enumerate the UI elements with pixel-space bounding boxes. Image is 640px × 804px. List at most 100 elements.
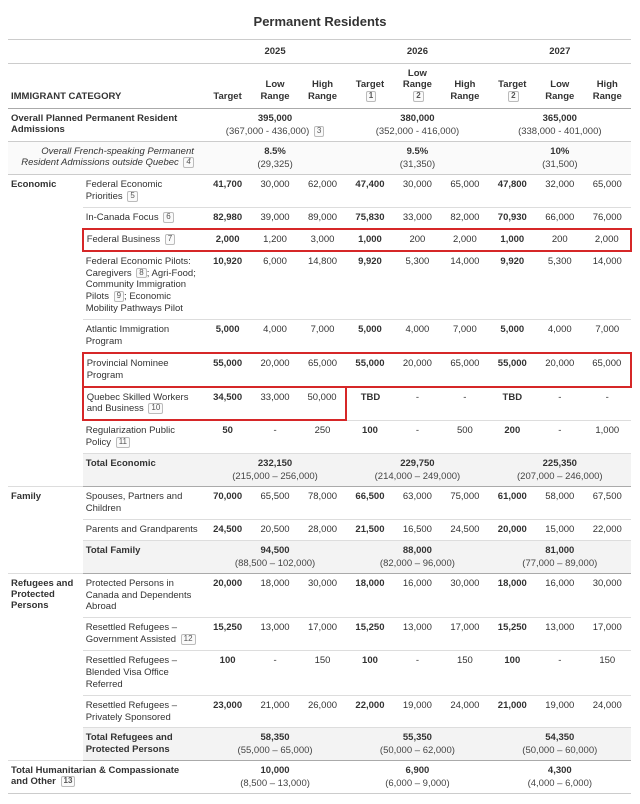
value-cell: 78,000	[299, 487, 346, 520]
value-cell: 65,000	[441, 175, 488, 208]
overall-admissions-row: Overall Planned Permanent Resident Admis…	[8, 109, 631, 142]
value-cell: 28,000	[299, 519, 346, 540]
col-header: HighRange	[299, 64, 346, 109]
value-cell: 150	[441, 651, 488, 696]
total-year-cell: 232,150(215,000 – 256,000)	[204, 454, 346, 487]
immigration-levels-table: 2025 2026 2027 IMMIGRANT CATEGORY Target…	[8, 39, 632, 794]
value-cell: 65,500	[251, 487, 298, 520]
value-cell: 5,000	[489, 320, 536, 353]
value-cell: 10,920	[204, 251, 251, 320]
value-cell: 89,000	[299, 207, 346, 228]
value-cell: 100	[489, 651, 536, 696]
value-cell: 50	[204, 420, 251, 453]
value-cell: 62,000	[299, 175, 346, 208]
value-cell: -	[536, 420, 583, 453]
year-2026: 2026	[346, 40, 488, 64]
value-cell: 100	[346, 420, 393, 453]
value-cell: 9,920	[346, 251, 393, 320]
value-cell: 5,000	[346, 320, 393, 353]
value-cell: 250	[299, 420, 346, 453]
value-cell: -	[441, 387, 488, 421]
table-row: Regularization Public Policy 1150-250100…	[8, 420, 631, 453]
value-cell: 7,000	[441, 320, 488, 353]
value-cell: -	[251, 651, 298, 696]
col-header: LowRange 2	[394, 64, 441, 109]
value-cell: 5,000	[204, 320, 251, 353]
value-cell: 24,500	[204, 519, 251, 540]
value-cell: 65,000	[584, 175, 632, 208]
col-header: Target	[204, 64, 251, 109]
value-cell: 9,920	[489, 251, 536, 320]
overall-year-cell: 395,000(367,000 - 436,000) 3	[204, 109, 346, 142]
value-cell: 22,000	[346, 695, 393, 728]
value-cell: 16,500	[394, 519, 441, 540]
value-cell: 39,000	[251, 207, 298, 228]
year-2027: 2027	[489, 40, 631, 64]
value-cell: 82,980	[204, 207, 251, 228]
value-cell: 58,000	[536, 487, 583, 520]
value-cell: 34,500	[204, 387, 251, 421]
value-cell: 66,500	[346, 487, 393, 520]
table-row: Federal Economic Pilots: Caregivers 8; A…	[8, 251, 631, 320]
row-label: Quebec Skilled Workers and Business 10	[83, 387, 204, 421]
value-cell: 22,000	[584, 519, 632, 540]
value-cell: 75,830	[346, 207, 393, 228]
row-label: Federal Economic Pilots: Caregivers 8; A…	[83, 251, 204, 320]
table-row: In-Canada Focus 682,98039,00089,00075,83…	[8, 207, 631, 228]
column-header-row: IMMIGRANT CATEGORY TargetLowRangeHighRan…	[8, 64, 631, 109]
french-year-cell: 10%(31,500)	[489, 142, 631, 175]
overall-label: Overall Planned Permanent Resident Admis…	[8, 109, 204, 142]
col-header: Target 1	[346, 64, 393, 109]
value-cell: 4,000	[536, 320, 583, 353]
table-row: FamilySpouses, Partners and Children70,0…	[8, 487, 631, 520]
value-cell: 1,200	[251, 229, 298, 251]
row-label: Resettled Refugees – Government Assisted…	[83, 618, 204, 651]
value-cell: 26,000	[299, 695, 346, 728]
overall-year-cell: 380,000(352,000 - 416,000)	[346, 109, 488, 142]
row-label: In-Canada Focus 6	[83, 207, 204, 228]
table-row: EconomicFederal Economic Priorities 541,…	[8, 175, 631, 208]
year-header-row: 2025 2026 2027	[8, 40, 631, 64]
value-cell: 20,500	[251, 519, 298, 540]
value-cell: 32,000	[536, 175, 583, 208]
group-total-row: Total Economic232,150(215,000 – 256,000)…	[8, 454, 631, 487]
value-cell: 65,000	[299, 353, 346, 387]
value-cell: 15,000	[536, 519, 583, 540]
value-cell: -	[251, 420, 298, 453]
value-cell: 200	[536, 229, 583, 251]
row-label: Regularization Public Policy 11	[83, 420, 204, 453]
year-2025: 2025	[204, 40, 346, 64]
value-cell: 75,000	[441, 487, 488, 520]
value-cell: 30,000	[584, 573, 632, 618]
row-label: Resettled Refugees – Privately Sponsored	[83, 695, 204, 728]
total-year-cell: 229,750(214,000 – 249,000)	[346, 454, 488, 487]
value-cell: TBD	[489, 387, 536, 421]
value-cell: 24,000	[584, 695, 632, 728]
total-label: Total Economic	[83, 454, 204, 487]
value-cell: 30,000	[441, 573, 488, 618]
value-cell: 1,000	[346, 229, 393, 251]
value-cell: 18,000	[489, 573, 536, 618]
value-cell: 14,000	[441, 251, 488, 320]
total-year-cell: 88,000(82,000 – 96,000)	[346, 540, 488, 573]
table-row: Resettled Refugees – Government Assisted…	[8, 618, 631, 651]
group-total-row: Total Family94,500(88,500 – 102,000)88,0…	[8, 540, 631, 573]
value-cell: 21,000	[251, 695, 298, 728]
value-cell: 66,000	[536, 207, 583, 228]
value-cell: 65,000	[441, 353, 488, 387]
value-cell: 100	[204, 651, 251, 696]
value-cell: 20,000	[489, 519, 536, 540]
value-cell: 41,700	[204, 175, 251, 208]
col-header: HighRange	[584, 64, 632, 109]
value-cell: 47,800	[489, 175, 536, 208]
col-header: HighRange	[441, 64, 488, 109]
value-cell: 200	[489, 420, 536, 453]
value-cell: 33,000	[394, 207, 441, 228]
col-header: Target 2	[489, 64, 536, 109]
value-cell: -	[394, 387, 441, 421]
value-cell: 67,500	[584, 487, 632, 520]
french-year-cell: 9.5%(31,350)	[346, 142, 488, 175]
value-cell: 55,000	[489, 353, 536, 387]
value-cell: 20,000	[204, 573, 251, 618]
total-year-cell: 58,350(55,000 – 65,000)	[204, 728, 346, 761]
